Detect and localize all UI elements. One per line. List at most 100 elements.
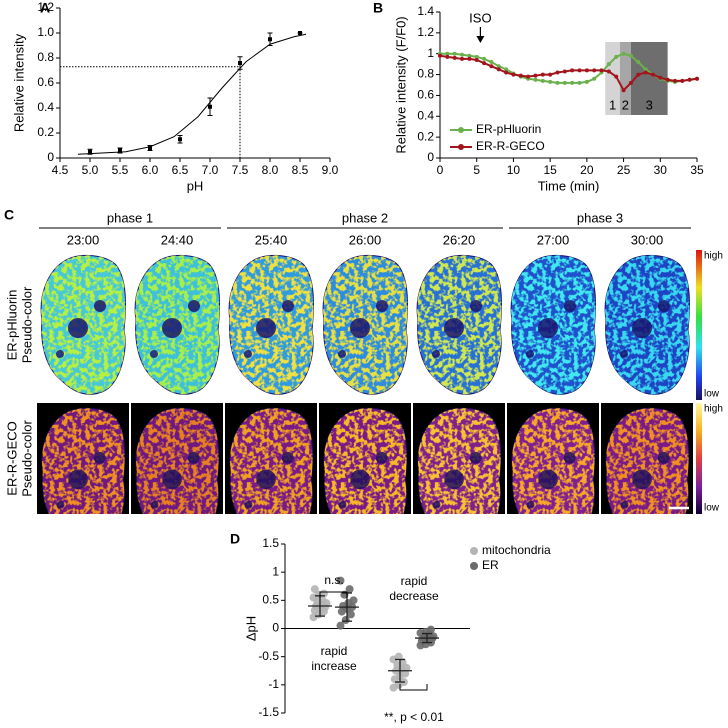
series-point	[467, 53, 472, 58]
point	[118, 148, 122, 153]
colorbar-low: low	[704, 503, 720, 514]
nucleolus	[564, 300, 576, 312]
bracket	[319, 591, 348, 598]
y-tick-label: 0.2	[417, 129, 434, 143]
series-point	[680, 78, 685, 83]
point	[148, 146, 152, 150]
vesicle	[150, 500, 159, 509]
nucleus	[256, 318, 276, 338]
phase-label: 1	[609, 97, 616, 112]
point	[88, 149, 92, 154]
vesicle	[620, 350, 628, 358]
vesicle	[244, 500, 253, 509]
nucleolus	[563, 451, 576, 464]
cell-texture	[136, 408, 219, 514]
dot	[310, 585, 319, 594]
vesicle	[56, 500, 65, 509]
x-tick-label: 9.0	[322, 163, 339, 177]
colorbar-high: high	[704, 404, 723, 415]
image-cell	[319, 403, 411, 514]
series-point	[584, 68, 589, 73]
significance: **, p < 0.01	[384, 710, 444, 724]
image-cell	[507, 250, 599, 400]
panel-letter: A	[40, 0, 50, 16]
series-point	[496, 67, 501, 72]
arrow-head	[476, 36, 485, 43]
nucleolus	[188, 300, 200, 312]
series-point	[496, 64, 501, 69]
y-tick-label: 0	[427, 150, 434, 164]
series-point	[570, 68, 575, 73]
nucleus	[444, 469, 464, 490]
series-point	[489, 60, 494, 65]
x-tick-label: 7.5	[232, 163, 249, 177]
dot	[346, 610, 355, 619]
dot	[345, 585, 354, 594]
nucleus	[68, 469, 88, 490]
fit-curve	[77, 33, 307, 155]
point	[178, 137, 182, 142]
category-label: increase	[311, 659, 357, 673]
series-point	[460, 52, 465, 57]
vesicle	[244, 350, 252, 358]
series-point	[452, 51, 457, 56]
colorbar-low: low	[704, 389, 720, 400]
image-cell	[601, 250, 693, 400]
series-point	[650, 72, 655, 77]
phase-band	[605, 42, 620, 115]
phase-header: phase 2	[342, 210, 388, 225]
y-tick-label: 0.4	[417, 108, 434, 122]
x-axis-label: Time (min)	[538, 178, 600, 193]
panel-letter: D	[230, 531, 240, 547]
vesicle	[526, 500, 535, 509]
series-point	[533, 73, 538, 78]
y-tick-label: -1.5	[258, 705, 279, 719]
series-point	[592, 68, 597, 73]
series-point	[606, 62, 611, 67]
nucleus	[350, 318, 370, 338]
point	[208, 104, 212, 109]
nucleus	[256, 469, 276, 490]
nucleolus	[376, 300, 388, 312]
series-point	[695, 76, 699, 81]
series-point	[614, 54, 619, 59]
colorbar	[696, 250, 702, 400]
nucleolus	[93, 451, 106, 464]
series-point	[592, 76, 597, 81]
nucleolus	[470, 300, 482, 312]
series-point	[672, 78, 677, 83]
nucleus	[162, 469, 182, 490]
category-label: decrease	[389, 589, 439, 603]
series-point	[577, 68, 582, 73]
legend-marker	[470, 547, 478, 555]
y-axis-label: Relative intensity	[11, 33, 26, 132]
colorbar-high: high	[704, 251, 723, 262]
series-point	[555, 80, 560, 85]
legend-marker	[458, 127, 464, 133]
series-point	[518, 73, 523, 78]
series-point	[533, 77, 538, 82]
vesicle	[150, 350, 158, 358]
dot	[336, 621, 345, 630]
series-point	[452, 55, 457, 60]
image-cell	[131, 403, 223, 514]
series-point	[438, 53, 442, 58]
nucleolus	[657, 451, 670, 464]
significance: n.s.	[324, 573, 343, 587]
series-point	[584, 79, 589, 84]
vesicle	[620, 500, 629, 509]
series-point	[628, 53, 633, 58]
series-point	[665, 77, 670, 82]
time-label: 26:00	[349, 232, 382, 247]
point	[238, 61, 242, 65]
nucleus	[350, 469, 370, 490]
vesicle	[432, 500, 441, 509]
category-label: rapid	[401, 574, 428, 588]
y-tick-label: 1	[272, 564, 279, 578]
nucleolus	[469, 451, 482, 464]
nucleus	[632, 318, 652, 338]
y-tick-label: 1.2	[417, 25, 434, 39]
series-point	[570, 80, 575, 85]
dot	[394, 652, 403, 661]
